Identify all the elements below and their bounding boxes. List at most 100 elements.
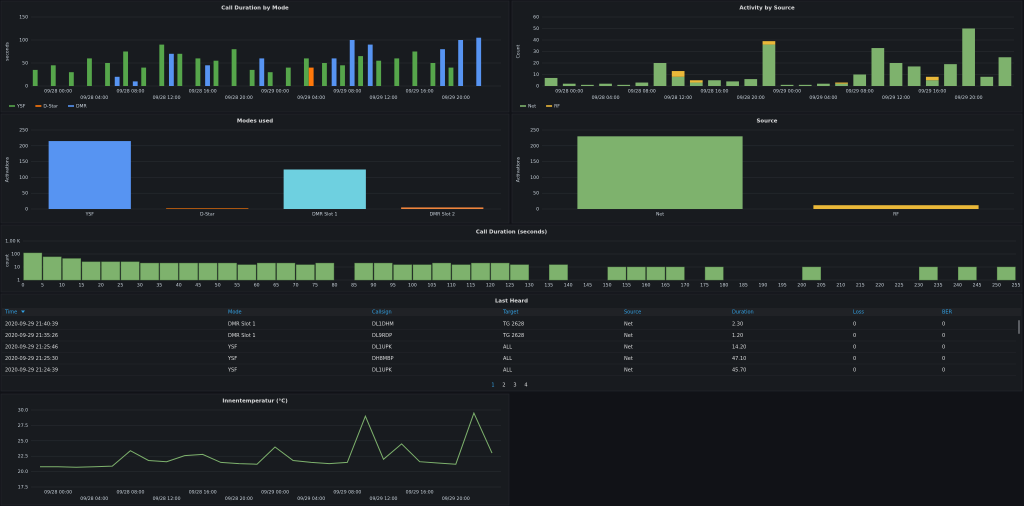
y-tick-label: 22.5 [18,454,28,460]
y-axis-label: count [5,254,11,267]
bar [218,262,237,281]
table-cell: 2020-09-29 21:35:26 [5,333,58,339]
x-tick-label: 09/29 16:00 [406,89,434,95]
table-cell: 2020-09-29 21:25:46 [5,345,58,351]
column-header[interactable]: BER [942,310,953,316]
bar [295,264,315,281]
bar [510,264,529,281]
x-tick-label: 70 [293,283,299,289]
bar [285,67,291,86]
page-link[interactable]: 2 [502,383,505,389]
bar [32,69,38,86]
page-link[interactable]: 3 [513,383,516,389]
x-tick-label: 135 [544,283,553,289]
x-tick-label: 125 [505,283,514,289]
bar [835,82,848,84]
table-cell: DL1UPK [372,345,392,351]
x-tick-label: 210 [836,283,845,289]
x-tick-label: 09/29 04:00 [297,496,325,502]
legend-label: D-Star [43,104,58,110]
bar [708,80,721,86]
table-cell: Net [624,368,633,374]
table-cell: 0 [853,368,856,374]
bar [393,264,413,281]
x-tick-label: 220 [875,283,884,289]
legend-label: YSF [16,104,26,110]
x-tick-label: 250 [992,283,1001,289]
y-tick-label: 27.5 [18,423,28,429]
bar [159,44,165,86]
x-tick-label: 80 [332,283,338,289]
x-tick-label: 09/28 12:00 [153,95,181,101]
x-tick-label: 09/28 12:00 [664,95,692,101]
x-tick-label: 100 [408,283,417,289]
column-header[interactable]: Loss [853,310,864,316]
column-header[interactable]: Source [624,310,641,316]
bar [259,58,265,86]
bar [996,266,1016,281]
bar [490,262,510,281]
bar [762,41,776,45]
x-tick-label: 20 [98,283,104,289]
x-tick-label: DMR Slot 2 [430,212,455,218]
x-tick-label: 245 [973,283,982,289]
column-header[interactable]: Duration [732,310,754,316]
y-axis-label: Activations [516,156,522,182]
legend-label: RF [554,104,560,110]
bar [671,76,685,86]
bar [549,264,568,281]
bar [962,28,975,86]
table-cell: ALL [503,368,512,374]
y-tick-label: 100 [11,252,20,258]
x-tick-label: 240 [953,283,962,289]
table-cell: ALL [503,345,512,351]
bar [440,49,445,86]
table-cell: 2.30 [732,322,743,328]
bar [23,252,43,281]
column-header[interactable]: Mode [228,310,242,316]
bar [762,44,776,86]
y-tick-label: 50 [22,191,28,197]
bar [315,262,335,281]
bar [562,83,576,86]
x-tick-label: 155 [622,283,631,289]
table-cell: TG 2628 [502,322,524,328]
bar [367,44,373,86]
table-cell: 0 [942,356,945,362]
y-tick-label: 100 [530,175,539,181]
bar [376,60,382,86]
bar [607,266,627,281]
column-header[interactable]: Callsign [372,310,392,316]
bar [303,58,309,86]
bar [599,83,612,86]
table-cell: 1.20 [732,333,743,339]
x-tick-label: 09/29 08:00 [333,89,361,95]
y-tick-label: 10 [533,72,539,78]
y-tick-label: 50 [533,26,539,32]
x-tick-label: 120 [486,283,495,289]
table-cell: ALL [503,356,512,362]
x-tick-label: 09/29 16:00 [918,89,946,95]
panel-title: Activity by Source [739,6,795,12]
column-header[interactable]: Time [4,310,17,316]
y-tick-label: 30.0 [18,408,28,414]
bar [704,266,724,281]
panel-title: Modes used [237,119,273,125]
y-tick-label: 150 [19,159,28,165]
column-header[interactable]: Target [502,310,519,316]
y-axis-label: Activations [5,156,11,182]
x-tick-label: 140 [564,283,573,289]
bar [907,66,921,86]
x-tick-label: 5 [41,283,44,289]
bar [544,77,558,86]
bar [451,264,471,281]
table-cell: DH8MBP [372,356,394,362]
bar [123,51,129,86]
bar [412,51,418,86]
bar [471,262,490,281]
bar [653,63,667,86]
page-link[interactable]: 4 [524,383,527,389]
page-link[interactable]: 1 [491,383,494,389]
table-cell: 0 [942,368,945,374]
x-tick-label: 09/28 12:00 [153,496,181,502]
